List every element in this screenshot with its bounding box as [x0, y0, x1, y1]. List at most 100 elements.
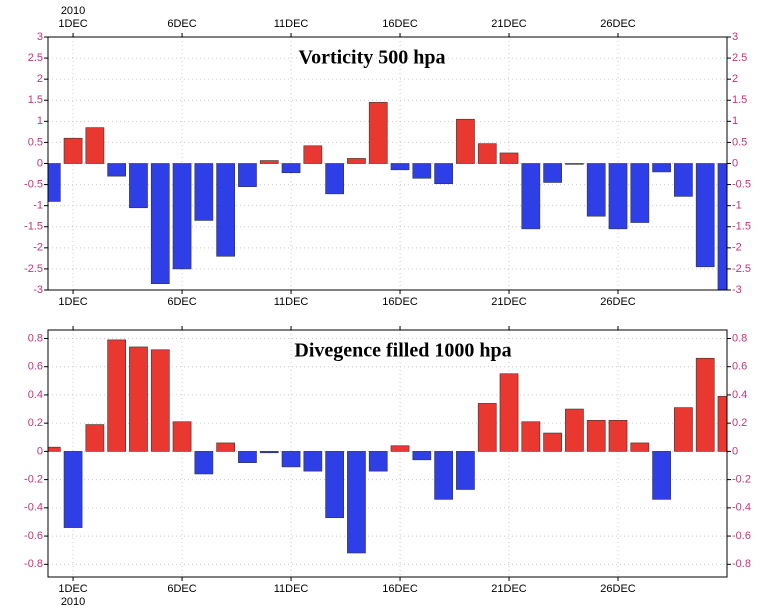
bar	[63, 137, 83, 164]
y-tick-label: 1	[37, 115, 43, 127]
y-tick-label-right: -2	[732, 242, 742, 254]
x-tick-label: 11DEC	[274, 583, 309, 595]
bar	[129, 346, 148, 452]
y-tick-label: 0	[37, 445, 43, 457]
y-tick-label: -1.5	[24, 221, 43, 233]
x-tick-label: 6DEC	[167, 296, 196, 308]
bar	[695, 357, 715, 452]
bar	[565, 163, 584, 165]
bar	[456, 451, 475, 490]
bar	[521, 163, 541, 230]
bar	[652, 163, 671, 173]
y-tick-label-right: 0.5	[732, 136, 747, 148]
x-tick-label: 1DEC	[58, 583, 87, 595]
x-tick-label: 16DEC	[382, 583, 418, 595]
bar	[608, 420, 628, 452]
y-tick-label-right: -0.6	[732, 530, 751, 542]
y-tick-label-right: -2.5	[732, 263, 751, 275]
bar	[48, 446, 61, 452]
x-tick-label-top: 11DEC	[274, 18, 309, 30]
y-tick-label: -0.2	[24, 474, 43, 486]
bar	[586, 420, 606, 452]
year-label: 2010	[61, 5, 85, 17]
bar	[259, 451, 279, 454]
y-tick-label-right: -1	[732, 200, 742, 212]
bar	[85, 424, 105, 452]
y-tick-label: 0.5	[28, 136, 43, 148]
bar	[674, 163, 693, 197]
bar	[150, 349, 170, 452]
x-tick-label-top: 1DEC	[58, 18, 87, 30]
y-tick-label: 0.4	[28, 389, 43, 401]
bar	[48, 163, 61, 202]
bar	[456, 118, 475, 164]
x-tick-label: 26DEC	[600, 296, 636, 308]
y-tick-label-right: 0.2	[732, 417, 747, 429]
bar	[565, 408, 584, 452]
y-tick-label: -0.4	[24, 502, 43, 514]
y-tick-label: 3	[37, 31, 43, 43]
y-tick-label-right: -0.2	[732, 474, 751, 486]
bar	[652, 451, 671, 500]
x-tick-label: 6DEC	[167, 583, 196, 595]
x-tick-label: 26DEC	[600, 583, 636, 595]
y-tick-label-right: 2	[732, 73, 738, 85]
x-tick-label-top: 16DEC	[382, 18, 418, 30]
chart-title: Vorticity 500 hpa	[298, 47, 445, 69]
bar	[150, 163, 170, 284]
bar	[608, 163, 628, 230]
y-tick-label: 2.5	[28, 52, 43, 64]
bar	[586, 163, 606, 217]
y-tick-label-right: 2.5	[732, 52, 747, 64]
y-tick-label-right: 1.5	[732, 94, 747, 106]
bar	[477, 403, 497, 452]
y-tick-label-right: 1	[732, 115, 738, 127]
bar	[107, 163, 127, 177]
plot-frame	[47, 329, 728, 578]
y-tick-label-right: 0.6	[732, 361, 747, 373]
y-tick-label-right: 0.4	[732, 389, 747, 401]
y-tick-label: -1	[33, 200, 43, 212]
x-tick-label: 21DEC	[491, 296, 527, 308]
y-tick-label-right: -0.8	[732, 558, 751, 570]
bar	[630, 442, 650, 452]
bar	[499, 373, 519, 452]
bar	[368, 451, 388, 472]
bar	[281, 451, 301, 468]
y-tick-label: -2.5	[24, 263, 43, 275]
bar	[434, 451, 453, 500]
plot-area	[48, 330, 727, 577]
y-tick-label: 0.2	[28, 417, 43, 429]
bar	[695, 163, 715, 268]
y-tick-label: -0.5	[24, 178, 43, 190]
y-tick-label: -0.6	[24, 530, 43, 542]
bar	[63, 451, 83, 528]
y-tick-label: -3	[33, 284, 43, 296]
x-tick-label: 11DEC	[274, 296, 309, 308]
bar	[325, 451, 344, 519]
x-tick-label: 21DEC	[491, 583, 527, 595]
bar	[543, 432, 562, 452]
bar	[238, 163, 257, 187]
chart-title: Divegence filled 1000 hpa	[294, 340, 511, 362]
x-tick-label: 1DEC	[58, 296, 87, 308]
bar	[412, 451, 432, 461]
y-tick-label: 0.6	[28, 361, 43, 373]
year-label: 2010	[61, 596, 85, 608]
x-tick-label-top: 21DEC	[491, 18, 527, 30]
bar	[434, 163, 453, 185]
bar	[412, 163, 432, 179]
x-tick-label-top: 26DEC	[600, 18, 636, 30]
bar	[390, 163, 410, 171]
bar	[172, 163, 192, 270]
bar	[674, 407, 693, 452]
bar	[107, 339, 127, 452]
y-tick-label: -0.8	[24, 558, 43, 570]
plot-frame	[47, 36, 728, 291]
bar	[194, 451, 214, 475]
y-tick-label: -2	[33, 242, 43, 254]
bar	[281, 163, 301, 174]
bar	[303, 451, 323, 472]
bar	[259, 160, 279, 164]
